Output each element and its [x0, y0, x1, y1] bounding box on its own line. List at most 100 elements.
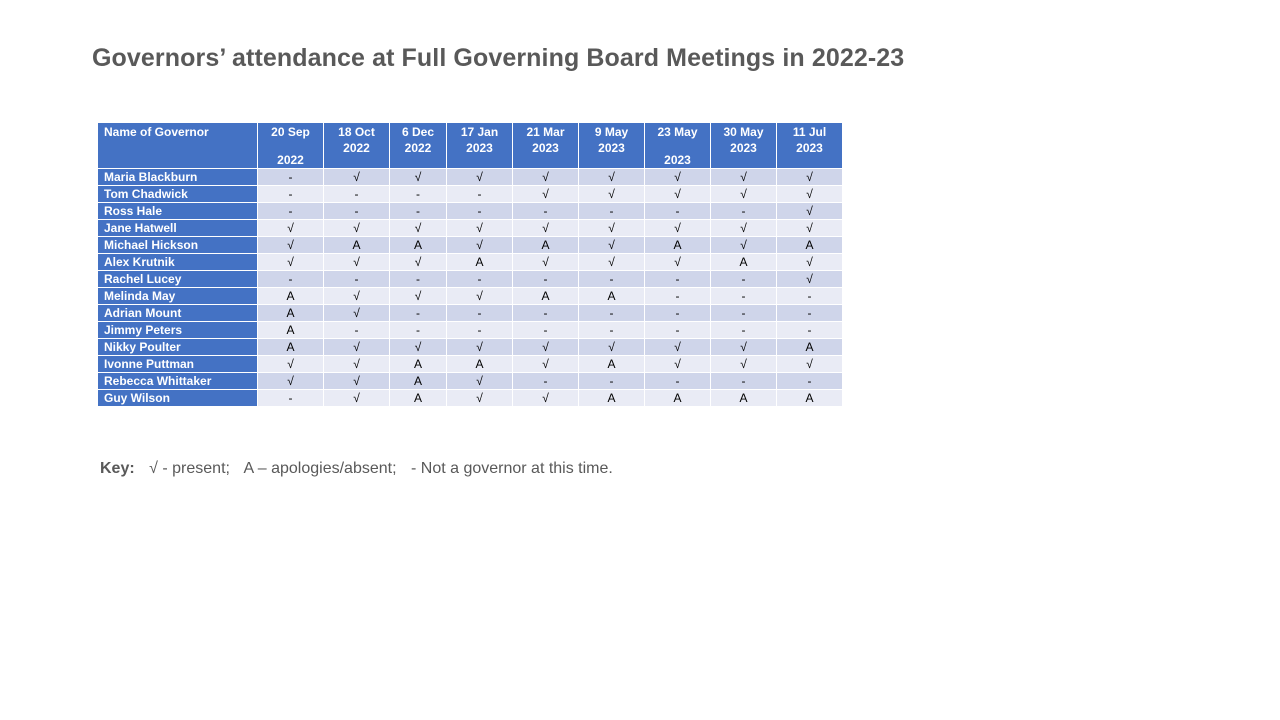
date-header: 11 Jul 2023: [776, 122, 843, 169]
attendance-cell: -: [257, 168, 324, 186]
governor-name: Melinda May: [97, 287, 258, 305]
attendance-cell: √: [257, 372, 324, 390]
attendance-cell: -: [644, 287, 711, 305]
attendance-cell: √: [644, 219, 711, 237]
attendance-cell: -: [710, 321, 777, 339]
table-row: Maria Blackburn - √ √ √ √ √ √ √ √: [97, 168, 843, 186]
date-header-day: 21 Mar: [526, 125, 565, 139]
governor-name: Jimmy Peters: [97, 321, 258, 339]
governor-name: Rachel Lucey: [97, 270, 258, 288]
date-header-day: 17 Jan: [460, 125, 499, 139]
governor-name: Guy Wilson: [97, 389, 258, 407]
attendance-cell: A: [389, 389, 447, 407]
attendance-cell: A: [578, 389, 645, 407]
attendance-cell: √: [710, 185, 777, 203]
attendance-cell: √: [323, 168, 390, 186]
attendance-cell: A: [710, 389, 777, 407]
attendance-cell: -: [776, 372, 843, 390]
attendance-cell: -: [578, 321, 645, 339]
governor-name: Rebecca Whittaker: [97, 372, 258, 390]
date-header-year: 2023: [598, 141, 625, 155]
attendance-cell: √: [257, 236, 324, 254]
date-header: 17 Jan 2023: [446, 122, 513, 169]
attendance-cell: √: [776, 202, 843, 220]
attendance-cell: A: [512, 287, 579, 305]
attendance-cell: √: [512, 219, 579, 237]
table-row: Jane Hatwell √ √ √ √ √ √ √ √ √: [97, 219, 843, 237]
governor-name: Maria Blackburn: [97, 168, 258, 186]
attendance-cell: √: [776, 219, 843, 237]
attendance-cell: -: [446, 202, 513, 220]
date-header-day: 11 Jul: [792, 125, 827, 139]
date-header-day: 18 Oct: [338, 125, 375, 139]
attendance-cell: A: [257, 321, 324, 339]
attendance-cell: A: [446, 253, 513, 271]
attendance-cell: -: [578, 270, 645, 288]
date-header: 30 May 2023: [710, 122, 777, 169]
attendance-cell: √: [323, 372, 390, 390]
attendance-cell: √: [389, 338, 447, 356]
attendance-cell: -: [710, 372, 777, 390]
table-body: Maria Blackburn - √ √ √ √ √ √ √ √ Tom Chadwick - - - -…: [97, 168, 843, 407]
attendance-cell: √: [776, 253, 843, 271]
date-header-day: 20 Sep: [271, 125, 310, 139]
governor-name: Alex Krutnik: [97, 253, 258, 271]
attendance-cell: A: [389, 355, 447, 373]
attendance-cell: -: [446, 270, 513, 288]
attendance-cell: -: [776, 321, 843, 339]
attendance-cell: √: [446, 168, 513, 186]
table-row: Ivonne Puttman √ √ A A √ A √ √ √: [97, 355, 843, 373]
attendance-cell: -: [389, 270, 447, 288]
attendance-cell: -: [710, 287, 777, 305]
date-header: 23 May 2023: [644, 122, 711, 169]
governor-name: Ross Hale: [97, 202, 258, 220]
attendance-cell: -: [389, 185, 447, 203]
attendance-cell: √: [776, 270, 843, 288]
attendance-cell: -: [389, 304, 447, 322]
attendance-cell: A: [257, 338, 324, 356]
date-header-year: 2023: [730, 141, 757, 155]
attendance-cell: √: [446, 338, 513, 356]
attendance-cell: √: [512, 355, 579, 373]
attendance-cell: -: [710, 202, 777, 220]
attendance-cell: √: [512, 168, 579, 186]
attendance-cell: -: [776, 304, 843, 322]
attendance-cell: A: [389, 372, 447, 390]
attendance-cell: √: [644, 355, 711, 373]
attendance-cell: √: [512, 185, 579, 203]
attendance-cell: -: [512, 270, 579, 288]
attendance-cell: -: [323, 321, 390, 339]
attendance-cell: √: [323, 219, 390, 237]
attendance-cell: √: [776, 355, 843, 373]
attendance-table: Name of Governor 20 Sep 2022 18 Oct 2022 6 D…: [97, 122, 843, 407]
attendance-cell: -: [644, 202, 711, 220]
attendance-cell: A: [776, 389, 843, 407]
table-row: Tom Chadwick - - - - √ √ √ √ √: [97, 185, 843, 203]
attendance-cell: -: [512, 321, 579, 339]
table-header-row: Name of Governor 20 Sep 2022 18 Oct 2022 6 D…: [97, 122, 843, 169]
attendance-cell: A: [710, 253, 777, 271]
attendance-cell: A: [257, 304, 324, 322]
table-row: Alex Krutnik √ √ √ A √ √ √ A √: [97, 253, 843, 271]
attendance-cell: A: [578, 355, 645, 373]
attendance-cell: √: [446, 219, 513, 237]
attendance-cell: A: [644, 389, 711, 407]
attendance-cell: A: [644, 236, 711, 254]
attendance-cell: A: [776, 236, 843, 254]
attendance-cell: √: [710, 338, 777, 356]
attendance-cell: √: [710, 355, 777, 373]
attendance-cell: -: [389, 202, 447, 220]
attendance-cell: -: [512, 202, 579, 220]
attendance-cell: √: [710, 236, 777, 254]
name-of-governor-header: Name of Governor: [97, 122, 258, 169]
attendance-cell: -: [644, 270, 711, 288]
date-header-day: 6 Dec: [401, 125, 435, 139]
attendance-cell: √: [323, 287, 390, 305]
key-present: √ - present;: [149, 460, 230, 477]
date-header-day: 9 May: [594, 125, 629, 139]
page-title: Governors’ attendance at Full Governing …: [92, 44, 905, 72]
attendance-cell: -: [323, 202, 390, 220]
date-header-day: 30 May: [723, 125, 764, 139]
attendance-cell: -: [323, 270, 390, 288]
date-header: 9 May 2023: [578, 122, 645, 169]
